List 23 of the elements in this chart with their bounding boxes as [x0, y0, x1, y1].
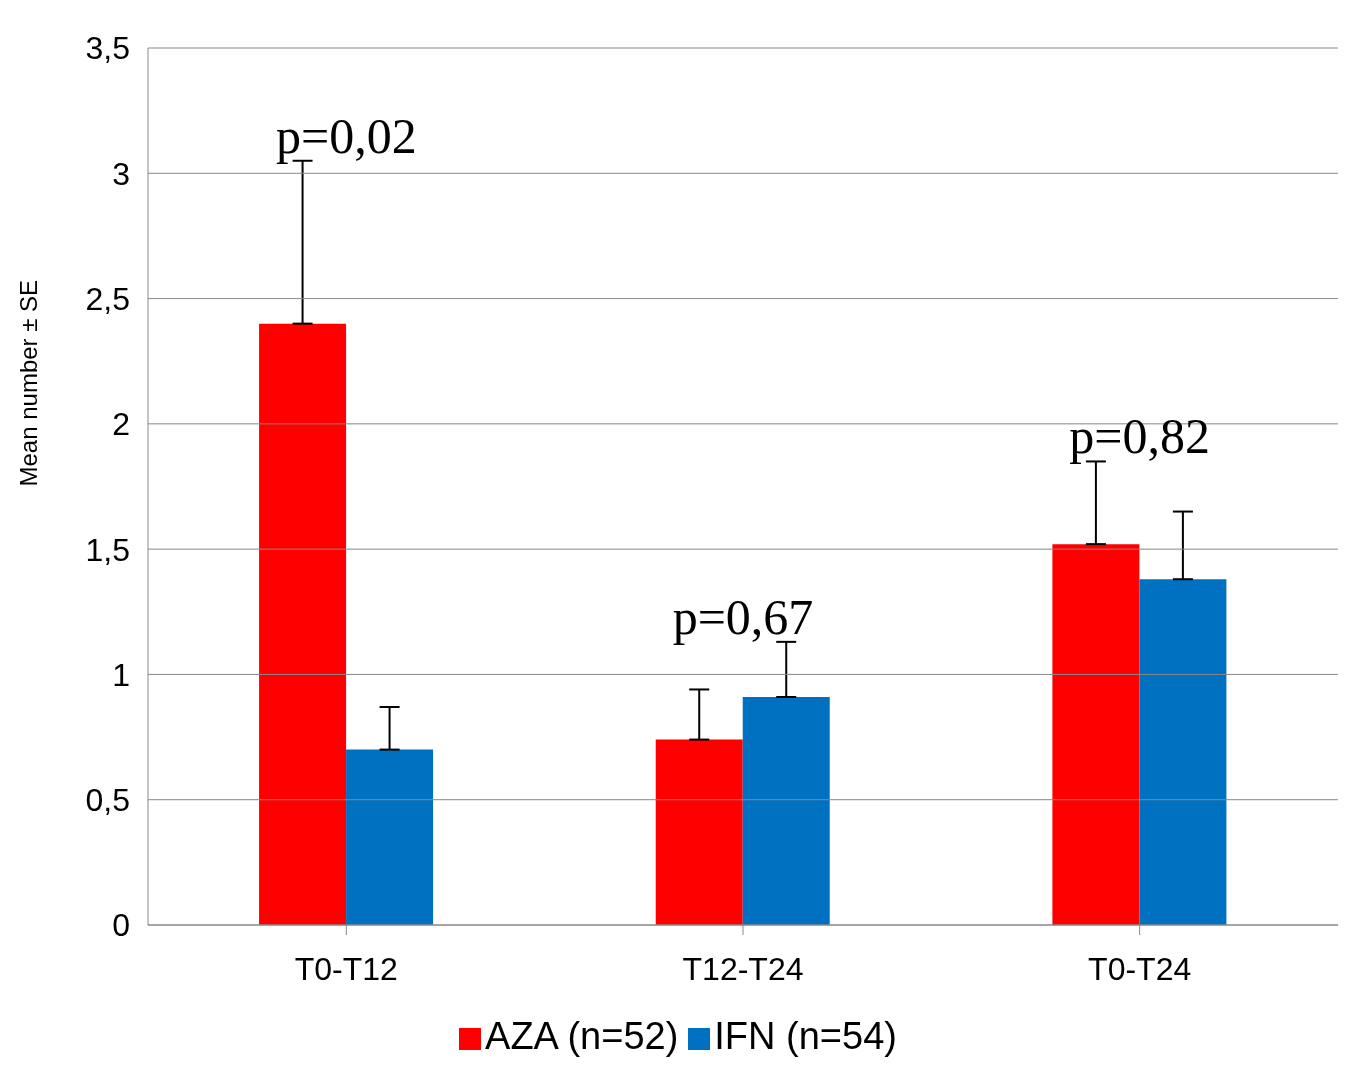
y-tick-label: 2,5 — [85, 280, 130, 317]
legend-label: IFN (n=54) — [714, 1015, 897, 1057]
y-tick-label: 2 — [112, 406, 130, 443]
bar — [742, 696, 830, 925]
y-tick-label: 1,5 — [85, 531, 130, 568]
bar — [259, 323, 347, 925]
bar — [655, 739, 743, 925]
y-tick-label: 0,5 — [85, 782, 130, 819]
bar — [1052, 544, 1140, 925]
annotation: p=0,02 — [275, 107, 417, 164]
y-tick-label: 3,5 — [85, 30, 130, 67]
y-tick-label: 3 — [112, 155, 130, 192]
x-tick-label: T12-T24 — [682, 950, 804, 987]
annotation: p=0,82 — [1069, 408, 1211, 465]
y-axis-title: Mean number ± SE — [14, 279, 42, 487]
bar — [1139, 579, 1227, 925]
x-tick-label: T0-T12 — [294, 950, 398, 987]
y-tick-label: 1 — [112, 656, 130, 693]
y-tick-label: 0 — [112, 907, 130, 944]
legend-label: AZA (n=52) — [485, 1015, 679, 1057]
annotation: p=0,67 — [672, 588, 814, 645]
bar — [346, 749, 434, 925]
x-tick-label: T0-T24 — [1088, 950, 1192, 987]
